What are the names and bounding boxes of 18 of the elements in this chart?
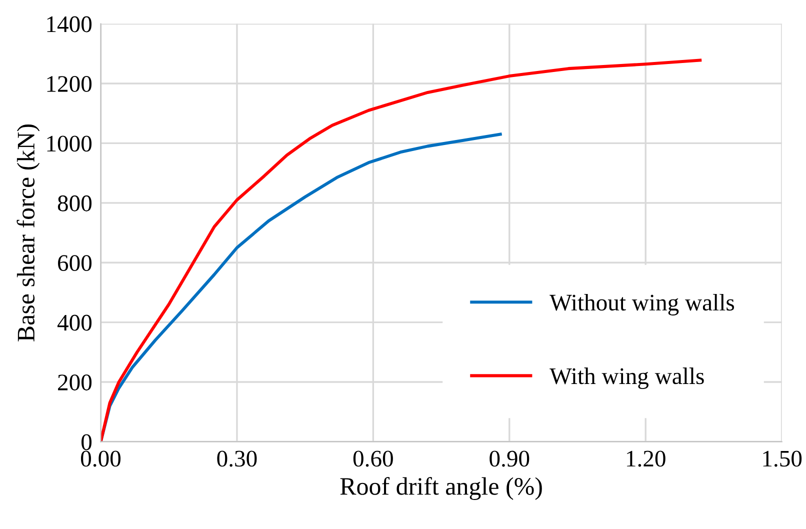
y-tick-label: 1400	[47, 16, 92, 32]
x-tick-label: 0.90	[490, 450, 530, 467]
y-tick-label: 1000	[47, 136, 92, 152]
x-tick-label: 0.00	[80, 450, 121, 467]
legend-label: Without wing walls	[550, 294, 734, 316]
x-tick-label: 0.60	[353, 450, 393, 467]
y-tick-label: 800	[58, 195, 92, 212]
y-tick-label: 200	[58, 374, 92, 390]
legend-label: With wing walls	[550, 368, 704, 390]
x-axis-title: Roof drift angle (%)	[340, 477, 542, 500]
x-tick-label: 1.50	[763, 450, 802, 467]
y-tick-label: 0	[82, 434, 92, 450]
y-tick-label: 400	[57, 314, 92, 331]
x-tick-label: 1.20	[627, 450, 666, 467]
y-tick-label: 1200	[47, 76, 92, 92]
x-tick-label: 0.30	[217, 450, 257, 467]
y-tick-label: 600	[58, 255, 92, 272]
y-axis-title: Base shear force (kN)	[16, 124, 40, 342]
